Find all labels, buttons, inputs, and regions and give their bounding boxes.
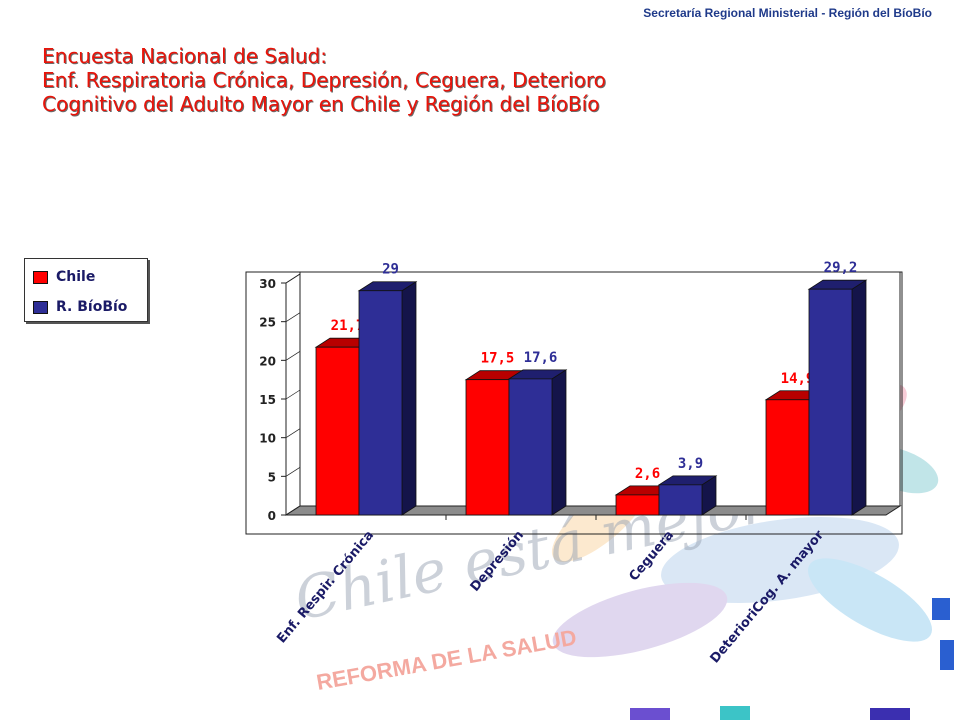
bar-side-biobio [851,279,867,516]
data-label-chile: 2,6 [635,466,660,482]
data-label-chile: 17,5 [481,351,515,367]
y-tick-wall-line [285,312,301,322]
bar-biobio [358,290,403,516]
legend-swatch-biobio [33,300,48,314]
data-label-biobio: 17,6 [524,350,558,366]
x-category-label: Enf. Respir. Crónica [274,528,377,646]
y-tick-label: 10 [259,432,276,446]
legend-item-biobio: R. BíoBío [33,299,127,315]
chart-border [245,271,903,535]
bar-chile [765,399,810,516]
y-tick-wall-line [285,273,301,284]
bar-biobio [508,378,553,516]
header-ministry: Secretaría Regional Ministerial - Región… [643,6,932,20]
legend-label-chile: Chile [56,269,96,285]
y-tick-wall-line [285,505,301,516]
chart-title: Encuesta Nacional de Salud: Enf. Respira… [42,44,922,116]
legend-swatch-chile [33,270,48,284]
title-line-1: Encuesta Nacional de Salud: [42,44,327,68]
legend-label-biobio: R. BíoBío [56,299,128,315]
bar-side-biobio [401,281,417,516]
hand-shape [552,582,728,658]
x-category-label: DeterioriCog. A. mayor [708,527,828,666]
data-label-biobio: 29 [382,262,399,278]
y-tick-label: 30 [259,277,276,291]
y-tick-label: 5 [268,470,276,484]
y-tick-label: 0 [268,509,276,523]
title-line-2: Enf. Respiratoria Crónica, Depresión, Ce… [42,68,606,92]
y-tick-wall-line [285,389,301,400]
title-line-3: Cognitivo del Adulto Mayor en Chile y Re… [42,92,600,116]
bar-chile [465,379,510,516]
bar-chile [315,346,360,516]
y-tick-wall-line [285,428,301,438]
data-label-biobio: 3,9 [678,456,703,472]
bar-chile [615,494,660,516]
data-label-chile: 14,9 [781,371,815,387]
legend-item-chile: Chile [33,269,95,285]
x-category-label: Ceguera [626,528,677,584]
data-label-chile: 21,7 [331,318,365,334]
y-tick-wall-line [285,467,301,477]
y-tick-wall-line [285,351,301,361]
hand-shape [808,558,932,642]
bar-biobio [658,484,703,516]
y-tick-label: 25 [259,316,276,330]
bar-biobio [808,288,853,516]
bar-side-biobio [551,369,567,516]
data-label-biobio: 29,2 [824,260,858,276]
chart-legend: Chile R. BíoBío [24,258,148,322]
x-category-label: Depresión [468,528,527,595]
y-tick-label: 15 [259,393,276,407]
y-tick-label: 20 [259,354,276,368]
